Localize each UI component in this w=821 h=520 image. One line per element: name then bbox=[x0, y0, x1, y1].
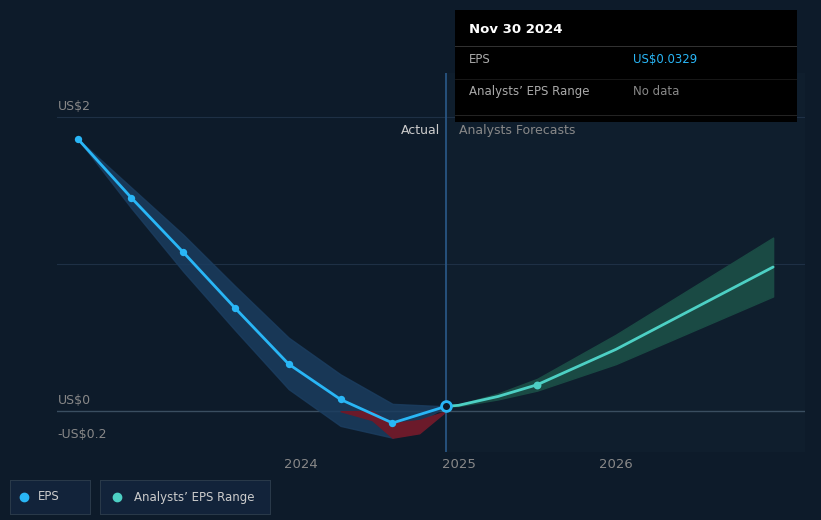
Point bbox=[439, 402, 452, 410]
Text: Analysts’ EPS Range: Analysts’ EPS Range bbox=[134, 490, 255, 503]
Text: EPS: EPS bbox=[469, 53, 490, 66]
Text: US$2: US$2 bbox=[57, 99, 90, 112]
Point bbox=[228, 304, 241, 313]
Point bbox=[71, 135, 85, 143]
Text: US$0: US$0 bbox=[57, 394, 90, 407]
Text: EPS: EPS bbox=[38, 490, 60, 503]
Text: US$0.0329: US$0.0329 bbox=[633, 53, 697, 66]
Text: Actual: Actual bbox=[401, 124, 440, 137]
Bar bbox=[446, 73, 805, 452]
Point bbox=[282, 360, 296, 368]
Text: No data: No data bbox=[633, 85, 679, 98]
Point bbox=[530, 381, 544, 389]
Text: -US$0.2: -US$0.2 bbox=[57, 427, 107, 440]
Text: Analysts Forecasts: Analysts Forecasts bbox=[459, 124, 575, 137]
Point bbox=[177, 248, 190, 256]
Point bbox=[386, 419, 399, 427]
Point bbox=[334, 395, 347, 404]
Point bbox=[125, 194, 138, 202]
Text: Nov 30 2024: Nov 30 2024 bbox=[469, 23, 562, 36]
Text: Analysts’ EPS Range: Analysts’ EPS Range bbox=[469, 85, 589, 98]
